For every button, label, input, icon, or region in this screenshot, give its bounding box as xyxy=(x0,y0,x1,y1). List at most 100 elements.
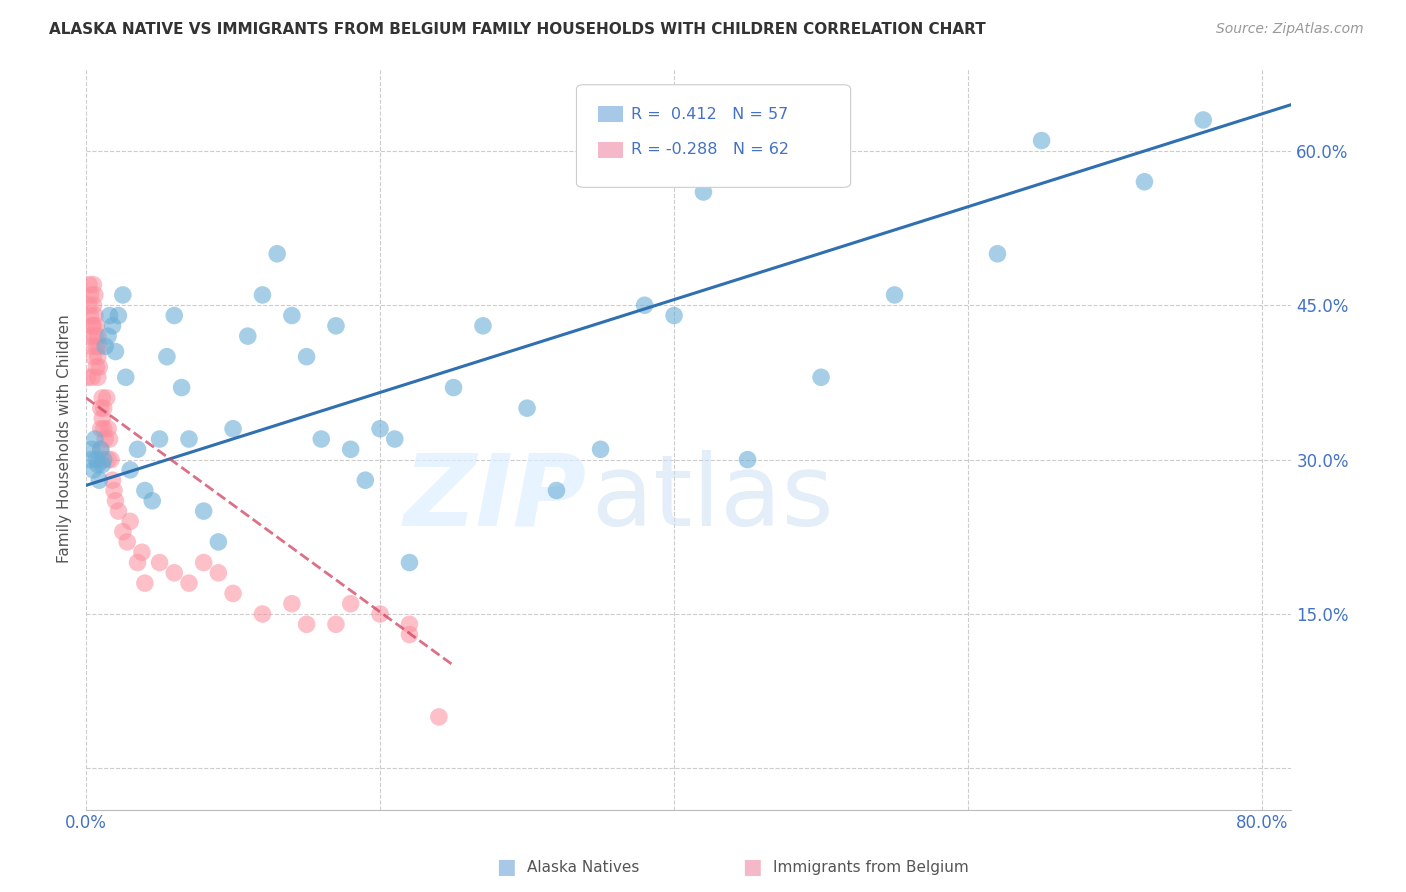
Point xyxy=(398,627,420,641)
Point xyxy=(87,329,110,343)
Point xyxy=(97,452,120,467)
Point xyxy=(148,556,170,570)
Point xyxy=(120,463,142,477)
Point xyxy=(93,422,115,436)
Point xyxy=(120,514,142,528)
Point xyxy=(339,442,361,457)
Point xyxy=(90,401,112,416)
Point xyxy=(104,344,127,359)
Point xyxy=(134,483,156,498)
Point xyxy=(443,380,465,394)
Point xyxy=(83,432,105,446)
Text: Immigrants from Belgium: Immigrants from Belgium xyxy=(773,860,969,874)
Point xyxy=(427,710,450,724)
Point xyxy=(207,535,229,549)
Point xyxy=(986,247,1008,261)
Point xyxy=(82,463,104,477)
Point xyxy=(80,370,103,384)
Point xyxy=(98,309,121,323)
Point xyxy=(384,432,406,446)
Point xyxy=(127,556,149,570)
Point xyxy=(77,298,100,312)
Point xyxy=(236,329,259,343)
Point xyxy=(692,185,714,199)
Point xyxy=(163,566,186,580)
Point xyxy=(516,401,538,416)
Point xyxy=(86,318,108,333)
Point xyxy=(193,556,215,570)
Point xyxy=(103,483,125,498)
Point xyxy=(281,309,304,323)
Point xyxy=(83,329,105,343)
Point xyxy=(546,483,568,498)
Point xyxy=(90,442,112,457)
Point xyxy=(94,339,117,353)
Point xyxy=(97,329,120,343)
Point xyxy=(79,309,101,323)
Text: Alaska Natives: Alaska Natives xyxy=(527,860,640,874)
Point xyxy=(94,432,117,446)
Point xyxy=(170,380,193,394)
Point xyxy=(1192,113,1215,128)
Point xyxy=(107,309,129,323)
Point xyxy=(90,422,112,436)
Point xyxy=(86,452,108,467)
Point xyxy=(252,607,274,621)
Point xyxy=(222,586,245,600)
Point xyxy=(79,452,101,467)
Point xyxy=(883,288,905,302)
Point xyxy=(368,607,391,621)
Point xyxy=(398,556,420,570)
Text: ZIP: ZIP xyxy=(404,450,586,547)
Point xyxy=(77,277,100,292)
Point xyxy=(93,452,115,467)
Point xyxy=(80,318,103,333)
Point xyxy=(79,288,101,302)
Point xyxy=(295,617,318,632)
Point xyxy=(177,576,200,591)
Point xyxy=(193,504,215,518)
Point xyxy=(339,597,361,611)
Point xyxy=(79,329,101,343)
Point xyxy=(101,318,124,333)
Point xyxy=(222,422,245,436)
Point xyxy=(662,309,685,323)
Point xyxy=(368,422,391,436)
Point xyxy=(134,576,156,591)
Point xyxy=(1133,175,1156,189)
Text: ■: ■ xyxy=(496,857,516,877)
Point xyxy=(127,442,149,457)
Point xyxy=(86,359,108,374)
Point xyxy=(98,432,121,446)
Point xyxy=(141,493,163,508)
Point xyxy=(131,545,153,559)
Point xyxy=(163,309,186,323)
Point xyxy=(325,318,347,333)
Point xyxy=(91,411,114,425)
Point xyxy=(737,452,759,467)
Point xyxy=(91,458,114,472)
Point xyxy=(87,350,110,364)
Point xyxy=(114,370,136,384)
Point xyxy=(325,617,347,632)
Point xyxy=(252,288,274,302)
Point xyxy=(589,442,612,457)
Point xyxy=(295,350,318,364)
Point xyxy=(100,452,122,467)
Point xyxy=(82,350,104,364)
Point xyxy=(266,247,288,261)
Point xyxy=(148,432,170,446)
Point xyxy=(111,288,134,302)
Point xyxy=(634,298,657,312)
Point xyxy=(87,370,110,384)
Point xyxy=(93,401,115,416)
Point xyxy=(1031,134,1053,148)
Point xyxy=(89,473,111,487)
Point xyxy=(207,566,229,580)
Point xyxy=(89,339,111,353)
Point xyxy=(810,370,832,384)
Point xyxy=(309,432,332,446)
Point xyxy=(101,473,124,487)
Point xyxy=(86,339,108,353)
Point xyxy=(83,309,105,323)
